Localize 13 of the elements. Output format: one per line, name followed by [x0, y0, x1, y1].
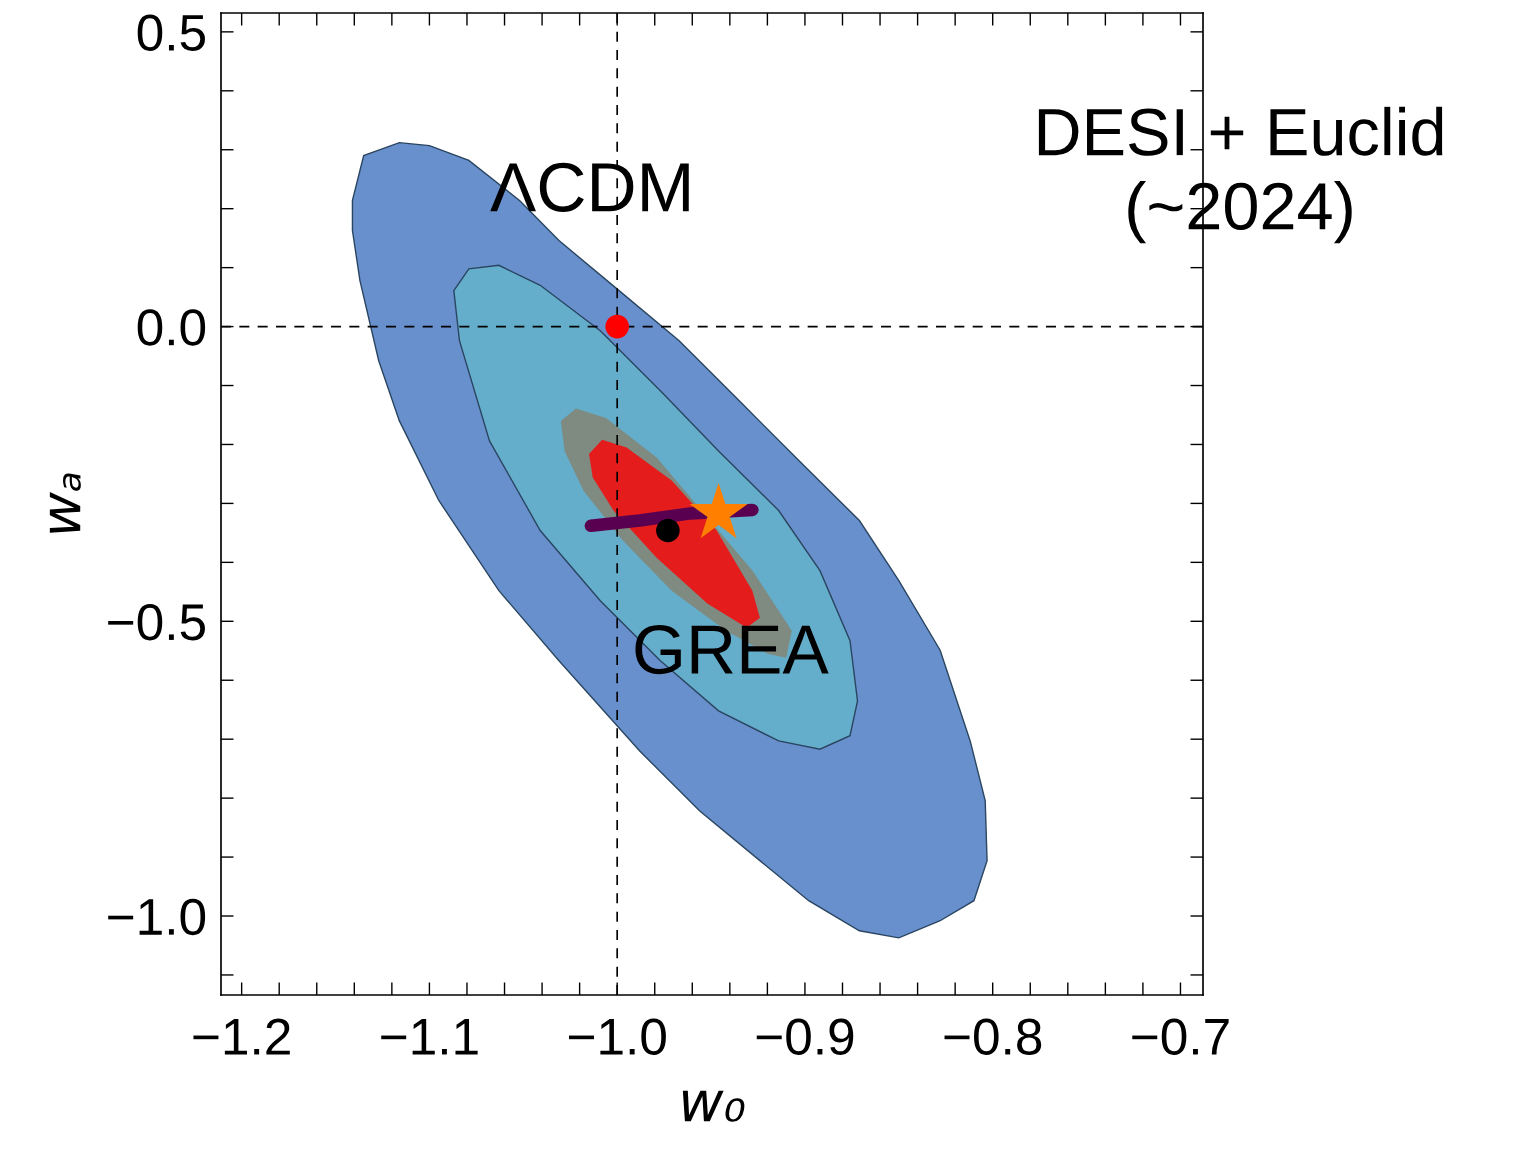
y-tick-label: −1.0	[108, 898, 206, 936]
x-tick-label: −0.7	[1132, 1018, 1229, 1055]
x-tick-label: −1.2	[193, 1018, 290, 1055]
x-tick-label: −1.1	[381, 1019, 478, 1055]
y-tick-label: 0.5	[137, 14, 205, 51]
annotation: GREA	[635, 624, 829, 675]
x-tick-label: −0.9	[756, 1018, 854, 1055]
y-tick-label: −0.5	[108, 604, 205, 641]
y-tick-label: 0.0	[137, 309, 206, 346]
x-tick-label: −0.8	[944, 1018, 1042, 1055]
y-axis-title: wₐ	[49, 473, 81, 533]
x-axis-title: w₀	[682, 1090, 745, 1122]
x-tick-label: −1.0	[568, 1018, 666, 1055]
